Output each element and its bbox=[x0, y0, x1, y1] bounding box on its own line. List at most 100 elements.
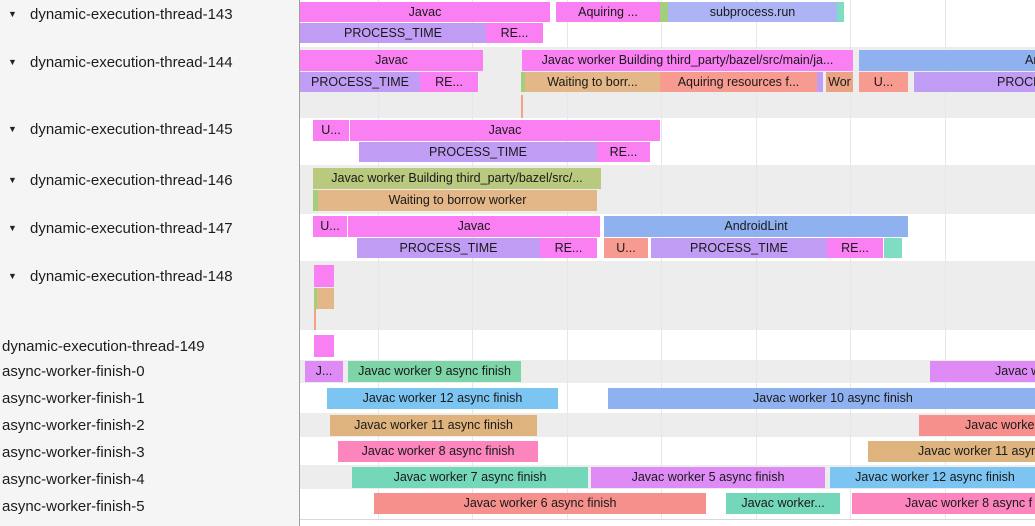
trace-slice[interactable]: Javac worker 5 async finish bbox=[591, 467, 825, 488]
track-label-async-worker-finish-5[interactable]: async-worker-finish-5 bbox=[0, 496, 301, 516]
trace-slice[interactable]: Javac worker 6 async finish bbox=[374, 493, 706, 514]
trace-slice[interactable] bbox=[314, 265, 334, 287]
trace-slice[interactable]: U... bbox=[313, 120, 349, 141]
track-label-dynamic-execution-thread-143[interactable]: ▼ dynamic-execution-thread-143 bbox=[0, 4, 299, 24]
trace-slice[interactable]: Javac bbox=[348, 216, 600, 237]
time-gridline bbox=[945, 0, 946, 519]
trace-slice[interactable]: Javac worker bbox=[919, 415, 1035, 436]
track-name-text: dynamic-execution-thread-147 bbox=[30, 219, 233, 237]
trace-slice[interactable]: RE... bbox=[420, 72, 478, 92]
trace-slice[interactable]: Javac worker 9 async finish bbox=[348, 361, 521, 382]
track-name-text: dynamic-execution-thread-143 bbox=[30, 5, 233, 23]
trace-slice[interactable]: PROCESS_TIME bbox=[651, 238, 827, 258]
trace-slice[interactable]: Javac worker Building third_party/bazel/… bbox=[313, 168, 601, 189]
expand-triangle-icon[interactable]: ▼ bbox=[8, 57, 17, 67]
trace-slice[interactable]: Javac worker 8 async finish bbox=[338, 441, 538, 462]
trace-slice[interactable]: Javac bbox=[300, 50, 483, 71]
track-label-async-worker-finish-4[interactable]: async-worker-finish-4 bbox=[0, 469, 301, 489]
trace-slice[interactable]: PROCESS_TIME bbox=[914, 72, 1035, 92]
trace-slice[interactable]: subprocess.run bbox=[668, 2, 837, 22]
trace-slice[interactable]: RE... bbox=[486, 23, 543, 43]
trace-slice[interactable]: U... bbox=[604, 238, 648, 258]
time-gridline bbox=[850, 0, 851, 519]
trace-slice[interactable] bbox=[313, 190, 318, 211]
time-gridline bbox=[567, 0, 568, 519]
trace-slice[interactable] bbox=[817, 72, 823, 92]
trace-slice[interactable]: PROCESS_TIME bbox=[300, 72, 420, 92]
track-label-dynamic-execution-thread-147[interactable]: ▼ dynamic-execution-thread-147 bbox=[0, 218, 299, 238]
expand-triangle-icon[interactable]: ▼ bbox=[8, 271, 17, 281]
trace-slice[interactable]: Javac worker 8 async f bbox=[852, 493, 1035, 514]
expand-triangle-icon[interactable]: ▼ bbox=[8, 124, 17, 134]
track-name-text: dynamic-execution-thread-148 bbox=[30, 267, 233, 285]
expand-triangle-icon[interactable]: ▼ bbox=[8, 223, 17, 233]
trace-slice[interactable]: Javac worker... bbox=[726, 493, 840, 514]
trace-slice[interactable]: PROCESS_TIME bbox=[357, 238, 540, 258]
track-label-dynamic-execution-thread-149[interactable]: dynamic-execution-thread-149 bbox=[0, 336, 301, 356]
track-background-band bbox=[300, 261, 1035, 330]
track-name-text: async-worker-finish-5 bbox=[2, 497, 145, 515]
track-label-dynamic-execution-thread-148[interactable]: ▼ dynamic-execution-thread-148 bbox=[0, 266, 299, 286]
bottom-divider bbox=[300, 519, 1035, 520]
track-name-text: dynamic-execution-thread-149 bbox=[2, 337, 205, 355]
trace-slice[interactable]: Javac worker 12 async finish bbox=[830, 467, 1035, 488]
trace-slice[interactable] bbox=[314, 335, 334, 357]
track-name-text: async-worker-finish-3 bbox=[2, 443, 145, 461]
track-label-async-worker-finish-2[interactable]: async-worker-finish-2 bbox=[0, 415, 301, 435]
trace-slice[interactable]: J... bbox=[305, 361, 343, 382]
trace-slice[interactable] bbox=[837, 2, 844, 22]
time-gridline bbox=[378, 0, 379, 519]
trace-slice[interactable]: U... bbox=[313, 216, 347, 237]
trace-slice[interactable]: RE... bbox=[540, 238, 597, 258]
trace-slice[interactable]: Waiting to borr... bbox=[525, 72, 660, 92]
trace-slice[interactable] bbox=[884, 238, 902, 258]
track-name-text: dynamic-execution-thread-144 bbox=[30, 53, 233, 71]
trace-slice[interactable]: Javac worker bbox=[930, 361, 1035, 382]
trace-slice[interactable]: Aquiring ... bbox=[556, 2, 660, 22]
trace-slice[interactable] bbox=[314, 288, 317, 309]
expand-triangle-icon[interactable]: ▼ bbox=[8, 9, 17, 19]
time-gridline bbox=[661, 0, 662, 519]
timeline-canvas[interactable]: Javac Aquiring ... subprocess.run PROCESS_T… bbox=[300, 0, 1035, 526]
track-name-text: async-worker-finish-4 bbox=[2, 470, 145, 488]
time-gridline bbox=[756, 0, 757, 519]
trace-slice[interactable] bbox=[660, 2, 668, 22]
track-name-text: dynamic-execution-thread-145 bbox=[30, 120, 233, 138]
trace-slice[interactable]: PROCESS_TIME bbox=[359, 142, 597, 162]
trace-slice[interactable]: Javac worker 10 async finish bbox=[608, 388, 1035, 409]
track-label-async-worker-finish-3[interactable]: async-worker-finish-3 bbox=[0, 442, 301, 462]
trace-slice[interactable]: RE... bbox=[827, 238, 883, 258]
track-label-dynamic-execution-thread-144[interactable]: ▼ dynamic-execution-thread-144 bbox=[0, 52, 299, 72]
trace-slice[interactable] bbox=[521, 95, 523, 118]
track-name-text: async-worker-finish-0 bbox=[2, 362, 145, 380]
trace-slice[interactable] bbox=[317, 288, 334, 309]
trace-slice[interactable] bbox=[314, 309, 316, 330]
track-label-dynamic-execution-thread-145[interactable]: ▼ dynamic-execution-thread-145 bbox=[0, 119, 299, 139]
track-label-async-worker-finish-1[interactable]: async-worker-finish-1 bbox=[0, 388, 301, 408]
time-gridline bbox=[472, 0, 473, 519]
track-label-dynamic-execution-thread-146[interactable]: ▼ dynamic-execution-thread-146 bbox=[0, 170, 299, 190]
trace-slice[interactable]: U... bbox=[859, 72, 908, 92]
trace-slice[interactable] bbox=[521, 72, 525, 92]
trace-slice[interactable]: AndroidLint bbox=[604, 216, 908, 237]
trace-slice[interactable]: PROCESS_TIME bbox=[300, 23, 486, 43]
trace-slice[interactable]: Javac worker 11 async finish bbox=[330, 415, 537, 436]
trace-slice[interactable]: Javac worker 12 async finish bbox=[327, 388, 558, 409]
track-name-text: async-worker-finish-2 bbox=[2, 416, 145, 434]
trace-slice[interactable]: Aquiring resources f... bbox=[660, 72, 817, 92]
trace-slice[interactable]: Waiting to borrow worker bbox=[318, 190, 597, 211]
trace-slice[interactable]: Javac worker 11 async f bbox=[868, 441, 1035, 462]
trace-slice[interactable]: Wor bbox=[826, 72, 853, 92]
trace-slice[interactable]: Javac worker 7 async finish bbox=[352, 467, 588, 488]
expand-triangle-icon[interactable]: ▼ bbox=[8, 175, 17, 185]
trace-slice[interactable]: Javac bbox=[350, 120, 660, 141]
trace-slice[interactable]: Javac worker Building third_party/bazel/… bbox=[522, 50, 853, 71]
trace-slice[interactable]: RE... bbox=[597, 142, 650, 162]
trace-slice[interactable]: AndroidLint bbox=[859, 50, 1035, 71]
track-name-text: async-worker-finish-1 bbox=[2, 389, 145, 407]
track-label-async-worker-finish-0[interactable]: async-worker-finish-0 bbox=[0, 361, 301, 381]
trace-slice[interactable]: Javac bbox=[300, 2, 550, 22]
track-sidebar: ▼ dynamic-execution-thread-143 ▼ dynamic-ex… bbox=[0, 0, 300, 526]
track-name-text: dynamic-execution-thread-146 bbox=[30, 171, 233, 189]
